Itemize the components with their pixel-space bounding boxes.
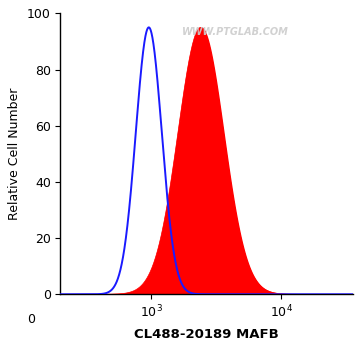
- Y-axis label: Relative Cell Number: Relative Cell Number: [8, 88, 21, 220]
- Text: 0: 0: [27, 313, 35, 325]
- X-axis label: CL488-20189 MAFB: CL488-20189 MAFB: [134, 328, 279, 341]
- Text: WWW.PTGLAB.COM: WWW.PTGLAB.COM: [182, 27, 289, 37]
